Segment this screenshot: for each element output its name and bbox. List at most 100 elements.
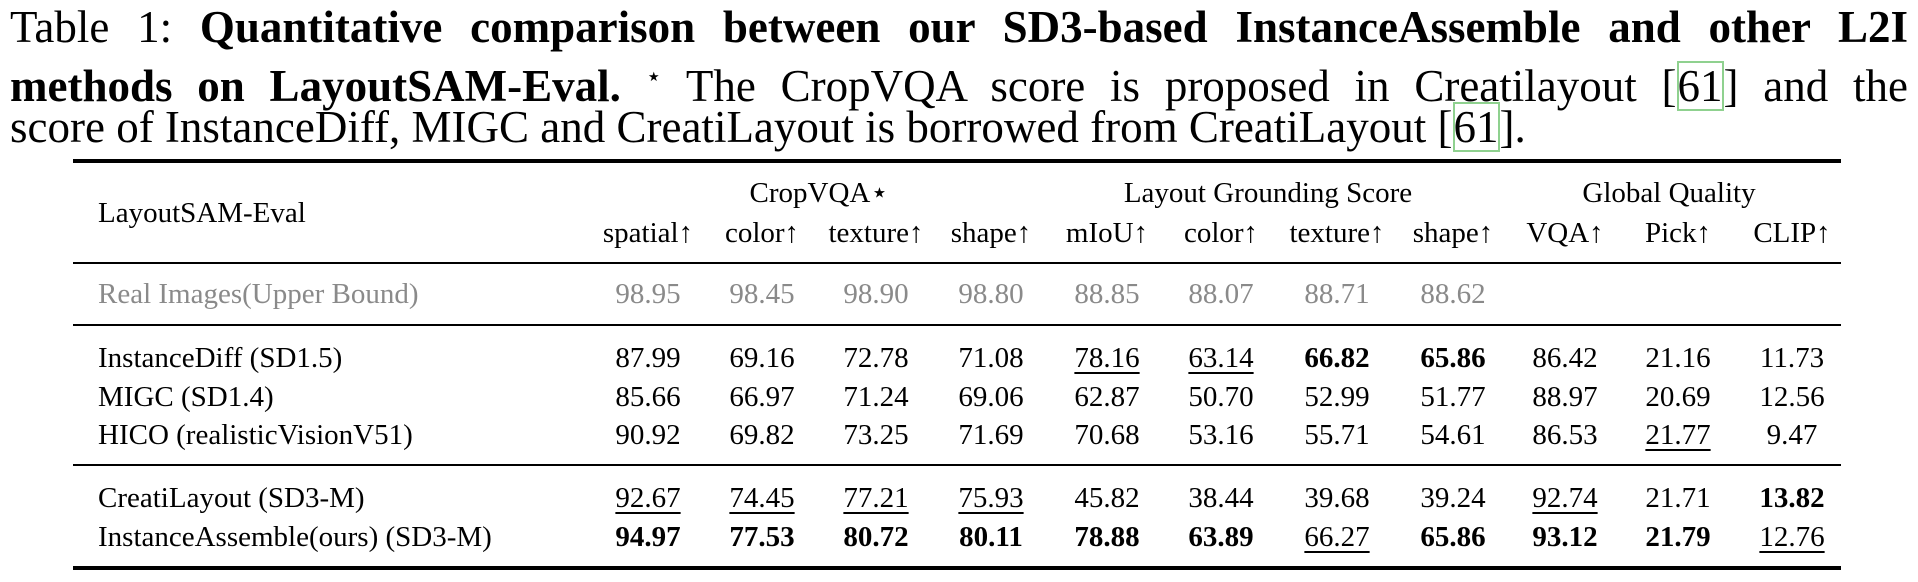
table-cell: 9.47 [1766,419,1818,451]
section-rule [73,464,1841,466]
table-cell: 69.06 [958,381,1024,413]
table-cell: 65.86 [1420,342,1486,374]
table-cell: 69.82 [729,419,795,451]
table-cell: 71.69 [958,419,1024,451]
table-cell: 66.97 [729,381,795,413]
table-cell: 88.97 [1532,381,1598,413]
table-cell: 13.82 [1759,482,1825,514]
caption-line-1: Table 1: Quantitative comparison between… [10,2,1908,52]
table-cell: 50.70 [1188,381,1254,413]
table-cell: 12.76 [1759,521,1825,553]
column-header: shape↑ [1412,217,1494,249]
table-cell: 92.74 [1532,482,1598,514]
column-header: color↑ [1183,217,1259,249]
caption-line-3: score of InstanceDiff, MIGC and CreatiLa… [10,102,1526,152]
row-label: MIGC (SD1.4) [98,381,274,413]
table-cell: 98.45 [729,278,795,310]
table-cell: 69.16 [729,342,795,374]
table-cell: 63.14 [1188,342,1254,374]
column-header: Pick↑ [1644,217,1712,249]
table-cell: 71.08 [958,342,1024,374]
table-cell: 52.99 [1304,381,1370,413]
table-cell: 51.77 [1420,381,1486,413]
table-cell: 63.89 [1188,521,1254,553]
caption-text: . [1514,102,1526,152]
table-cell: 94.97 [615,521,681,553]
table-cell: 45.82 [1074,482,1140,514]
caption-text: The CropVQA score is proposed in Creatil… [685,61,1637,111]
table-cell: 88.07 [1188,278,1254,310]
table-cell: 20.69 [1645,381,1711,413]
column-header: texture↑ [1289,217,1385,249]
row-label: CreatiLayout (SD3-M) [98,482,365,514]
table-cell: 78.16 [1074,342,1140,374]
table-cell: 11.73 [1759,342,1825,374]
caption-label: Table 1: [10,2,173,52]
column-header: texture↑ [828,217,924,249]
bottom-rule [73,566,1841,570]
table-cell: 21.71 [1645,482,1711,514]
corner-header: LayoutSAM-Eval [98,197,306,229]
table-cell: 55.71 [1304,419,1370,451]
table-cell: 71.24 [843,381,909,413]
citation-link[interactable]: 61 [1452,102,1500,152]
table-cell: 21.16 [1645,342,1711,374]
table-cell: 88.62 [1420,278,1486,310]
column-header: VQA↑ [1526,217,1604,249]
column-header: color↑ [724,217,800,249]
table-cell: 21.79 [1645,521,1711,553]
column-header: CLIP↑ [1753,217,1831,249]
table-cell: 74.45 [729,482,795,514]
group-header-layout-grounding: Layout Grounding Score [1123,177,1413,209]
table-cell: 98.80 [958,278,1024,310]
column-header: shape↑ [950,217,1032,249]
column-header: spatial↑ [602,217,694,249]
table-cell: 53.16 [1188,419,1254,451]
table-cell: 72.78 [843,342,909,374]
table-cell: 38.44 [1188,482,1254,514]
table-cell: 62.87 [1074,381,1140,413]
star-mark: ⋆ [645,62,662,91]
top-rule [73,159,1841,163]
caption-title-end: methods on LayoutSAM-Eval. [10,61,621,111]
citation-link[interactable]: 61 [1676,61,1724,111]
table-cell: 78.88 [1074,521,1140,553]
table-cell: 65.86 [1420,521,1486,553]
table-cell: 92.67 [615,482,681,514]
table-cell: 98.90 [843,278,909,310]
column-header: mIoU↑ [1065,217,1149,249]
caption-text: and the [1763,61,1908,111]
table-cell: 77.53 [729,521,795,553]
table-cell: 88.71 [1304,278,1370,310]
row-label: InstanceAssemble(ours) (SD3-M) [98,521,492,553]
header-rule [73,262,1841,264]
row-label: InstanceDiff (SD1.5) [98,342,343,374]
table-cell: 86.53 [1532,419,1598,451]
table-cell: 93.12 [1532,521,1598,553]
table-cell: 66.27 [1304,521,1370,553]
table-cell: 75.93 [958,482,1024,514]
table-cell: 86.42 [1532,342,1598,374]
section-rule [73,324,1841,326]
table-cell: 70.68 [1074,419,1140,451]
table-cell: 21.77 [1645,419,1711,451]
caption-text: score of InstanceDiff, MIGC and CreatiLa… [10,102,1427,152]
row-label: Real Images(Upper Bound) [98,278,419,310]
table-cell: 85.66 [615,381,681,413]
table-cell: 66.82 [1304,342,1370,374]
caption-line-2: methods on LayoutSAM-Eval. ⋆ The CropVQA… [10,61,1908,111]
table-cell: 39.24 [1420,482,1486,514]
table-cell: 12.56 [1759,381,1825,413]
table-cell: 90.92 [615,419,681,451]
table-cell: 73.25 [843,419,909,451]
table-cell: 54.61 [1420,419,1486,451]
table-cell: 88.85 [1074,278,1140,310]
group-header-global-quality: Global Quality [1582,177,1756,209]
row-label: HICO (realisticVisionV51) [98,419,413,451]
table-cell: 39.68 [1304,482,1370,514]
group-header-cropvqa: CropVQA⋆ [749,177,889,209]
caption-title: Quantitative comparison between our SD3-… [199,2,1908,52]
table-cell: 98.95 [615,278,681,310]
table-cell: 77.21 [843,482,909,514]
table-cell: 87.99 [615,342,681,374]
